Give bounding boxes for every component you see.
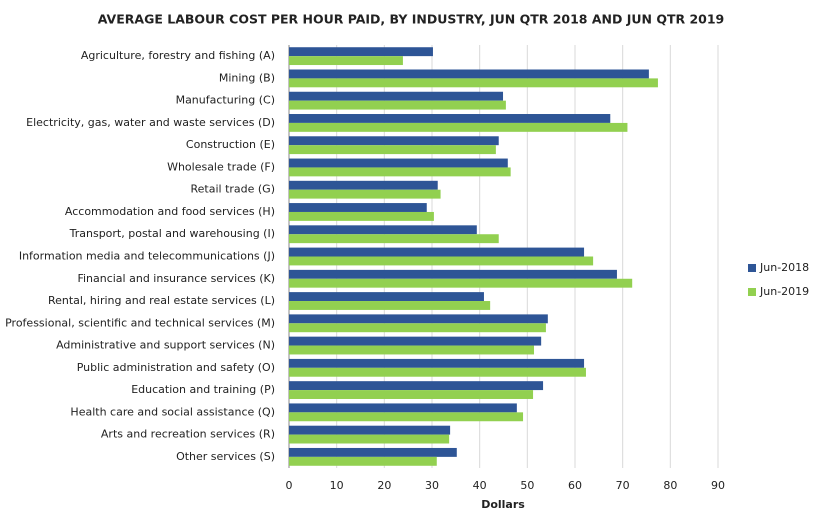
x-tick-label: 70 <box>616 479 630 492</box>
bar <box>289 167 511 177</box>
bar <box>289 203 427 212</box>
bar <box>289 358 585 368</box>
y-tick-label: Arts and recreation services (R) <box>101 428 275 441</box>
x-tick-label: 90 <box>711 479 725 492</box>
bar <box>289 269 617 279</box>
y-tick-label: Retail trade (G) <box>190 183 275 196</box>
bar <box>289 211 434 221</box>
x-tick-label: 30 <box>425 479 439 492</box>
bar <box>289 345 535 355</box>
y-tick-label: Rental, hiring and real estate services … <box>48 294 275 307</box>
legend-swatch <box>748 288 756 296</box>
bar <box>289 434 450 444</box>
y-tick-label: Information media and telecommunications… <box>19 250 275 263</box>
bar <box>289 336 542 346</box>
x-tick-label: 60 <box>568 479 582 492</box>
x-tick-label: 20 <box>377 479 391 492</box>
bar <box>289 301 491 310</box>
y-tick-label: Manufacturing (C) <box>176 94 275 107</box>
bar <box>289 390 534 399</box>
bar <box>289 247 585 257</box>
bar <box>289 78 658 88</box>
bar <box>289 456 437 466</box>
bar <box>289 180 438 190</box>
bar <box>289 256 594 266</box>
bar <box>289 158 508 168</box>
bar <box>289 323 546 333</box>
bar <box>289 189 441 199</box>
x-tick-label: 0 <box>286 479 293 492</box>
x-tick-label: 10 <box>330 479 344 492</box>
bar <box>289 314 548 324</box>
x-tick-label: 50 <box>520 479 534 492</box>
y-tick-label: Administrative and support services (N) <box>56 339 275 352</box>
bar <box>289 225 477 235</box>
y-tick-label: Financial and insurance services (K) <box>77 272 275 285</box>
bar <box>289 136 499 146</box>
bar <box>289 47 433 57</box>
bar <box>289 447 457 457</box>
bar <box>289 292 484 302</box>
y-tick-label: Other services (S) <box>176 450 275 463</box>
bar <box>289 122 628 132</box>
y-tick-label: Education and training (P) <box>131 383 275 396</box>
legend-label: Jun-2018 <box>759 261 809 274</box>
x-axis-label: Dollars <box>481 498 525 511</box>
chart-title: AVERAGE LABOUR COST PER HOUR PAID, BY IN… <box>98 12 725 27</box>
y-tick-label: Public administration and safety (O) <box>77 361 275 374</box>
y-tick-label: Health care and social assistance (Q) <box>70 405 275 418</box>
bar <box>289 145 496 155</box>
y-tick-label: Construction (E) <box>186 138 275 151</box>
bar <box>289 114 611 123</box>
x-tick-label: 40 <box>473 479 487 492</box>
x-tick-label: 80 <box>663 479 677 492</box>
bar <box>289 91 504 101</box>
legend-label: Jun-2019 <box>759 285 809 298</box>
y-tick-label: Mining (B) <box>219 71 275 84</box>
legend-swatch <box>748 264 756 272</box>
bar <box>289 381 544 391</box>
y-tick-label: Accommodation and food services (H) <box>65 205 275 218</box>
bar <box>289 412 524 422</box>
y-tick-label: Electricity, gas, water and waste servic… <box>26 116 275 129</box>
bar <box>289 56 403 66</box>
y-tick-label: Wholesale trade (F) <box>167 160 275 173</box>
bar <box>289 425 451 435</box>
bar <box>289 367 586 377</box>
bar <box>289 234 499 244</box>
y-tick-label: Transport, postal and warehousing (I) <box>69 227 275 240</box>
bar <box>289 278 633 288</box>
y-tick-label: Professional, scientific and technical s… <box>5 316 275 329</box>
bar <box>289 69 649 79</box>
y-tick-label: Agriculture, forestry and fishing (A) <box>81 49 275 62</box>
bar <box>289 403 517 413</box>
bar <box>289 100 506 110</box>
